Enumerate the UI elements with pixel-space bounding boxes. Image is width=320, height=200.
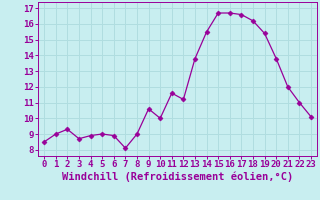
X-axis label: Windchill (Refroidissement éolien,°C): Windchill (Refroidissement éolien,°C) xyxy=(62,172,293,182)
